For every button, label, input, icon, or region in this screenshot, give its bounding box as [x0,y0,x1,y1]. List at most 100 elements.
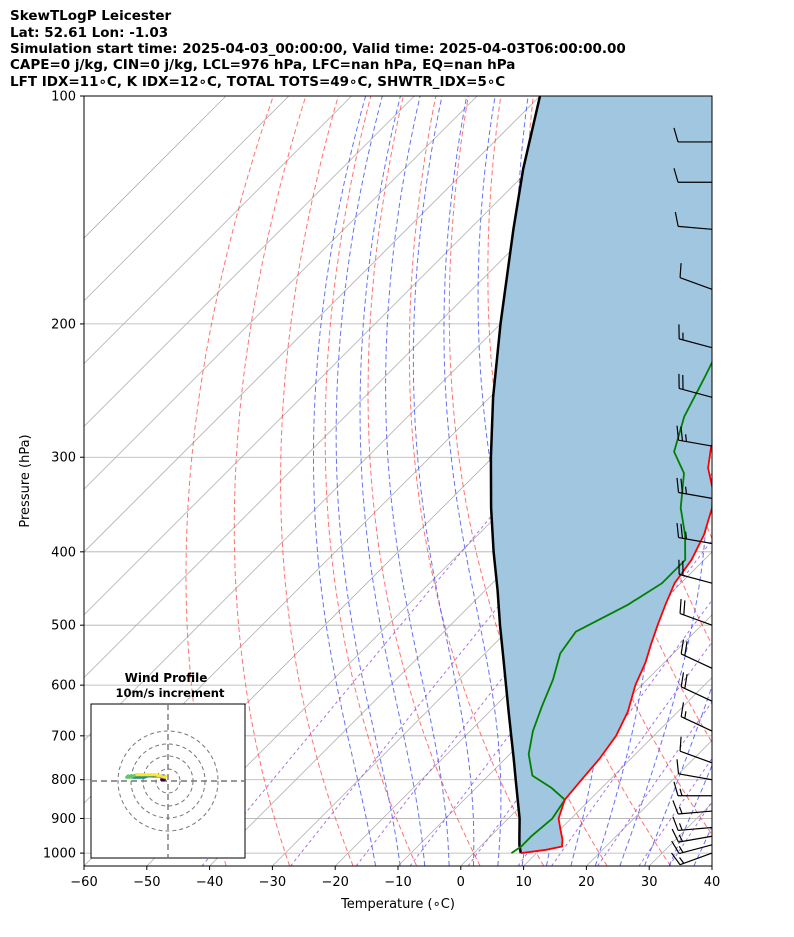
wind-barb [679,598,713,626]
isotherm--150 [84,96,290,302]
wind-barb [679,736,713,764]
hodograph-plot [91,704,245,858]
barb-half-flag [685,531,687,540]
dry-adiabat [408,96,545,866]
barb-half-flag [678,845,684,853]
title-line-3: Simulation start time: 2025-04-03_00:00:… [10,41,626,57]
temperature-line [520,443,712,854]
barb-half-flag [679,788,683,796]
y-axis-ticks: 100 200 300 400 500 600 700 800 900 1000 [43,90,84,862]
moist-adiabat [335,96,401,866]
moist-adiabat [643,684,712,866]
isotherm--110 [84,96,541,553]
y-tick-label: 400 [51,545,76,560]
barb-flag [671,840,680,854]
barb-shaft [679,573,713,584]
x-tick-label: 30 [641,875,658,890]
wind-barb [680,702,713,732]
barb-flag [676,477,680,493]
barb-flag [679,263,682,278]
wind-barb [680,672,713,702]
moist-adiabat [385,96,450,866]
dry-adiabat [761,96,794,866]
moist-adiabat [477,96,532,866]
isotherm-40 [711,865,712,866]
barb-flag [680,478,684,494]
title-line-1: SkewTLogP Leicester [10,8,172,24]
wind-barb [676,759,713,781]
isotherm--120 [84,96,478,490]
isotherm--140 [84,96,352,365]
x-axis-label: Temperature (∘C) [340,897,455,912]
barb-flag [680,639,685,655]
moist-adiabat [359,96,426,866]
hodograph-subtitle: 10m/s increment [116,686,225,700]
isotherm-50 [775,96,794,866]
moist-adiabat [744,96,794,866]
barb-shaft [680,653,713,669]
barb-shaft [678,826,713,832]
barb-half-flag [678,834,683,842]
barb-flag [684,641,688,656]
x-tick-label: 20 [578,875,595,890]
barb-half-flag [684,711,687,719]
y-tick-label: 600 [51,679,76,694]
barb-flag [673,781,679,796]
barb-half-flag [678,806,683,814]
barb-shaft [678,225,713,230]
barb-flag [676,425,680,441]
dry-adiabat [728,96,794,866]
barb-shaft [679,750,713,764]
moist-adiabat [719,96,794,866]
y-tick-label: 1000 [43,847,76,862]
cape-shading [490,96,712,854]
x-tick-label: 0 [457,875,465,890]
title-line-4: CAPE=0 j/kg, CIN=0 j/kg, LCL=976 hPa, LF… [10,57,516,73]
wind-barbs [671,127,713,866]
wind-barb [676,477,713,499]
barb-flag [680,523,684,539]
title-line-2: Lat: 52.61 Lon: -1.03 [10,25,169,41]
hodograph-ring [117,730,219,832]
barb-shaft [679,277,713,290]
barb-shaft [678,773,713,781]
dewpoint-line [510,360,712,854]
barb-flag [680,672,685,687]
parcel-profile-line [489,96,542,854]
y-tick-label: 200 [51,317,76,332]
wind-barb [671,840,713,855]
dry-adiabat [324,96,418,866]
barb-shaft [678,491,713,499]
barb-flag [672,800,679,815]
x-tick-label: −60 [70,875,97,890]
barb-flag [673,127,679,143]
wind-barb [673,168,712,183]
dry-adiabat [280,96,354,866]
barb-shaft [678,537,713,545]
wind-barb [673,781,712,797]
barb-half-flag [679,857,685,864]
barb-shaft [679,844,713,855]
barb-shaft [679,852,713,866]
barb-flag [684,674,688,689]
barb-shaft [679,613,713,626]
wind-barb [672,800,713,815]
mixing-ratio-line [355,413,712,866]
hodograph-segment [162,774,167,779]
dry-adiabat [185,96,274,866]
barb-shaft [678,439,713,447]
barb-flag [679,598,682,614]
barb-flag [676,759,680,774]
x-tick-label: −20 [321,875,348,890]
x-tick-label: −10 [384,875,411,890]
plot-area [84,96,794,866]
dry-adiabat [233,96,307,866]
barb-flag [676,523,680,538]
barb-flag [680,702,685,717]
wind-barb [676,523,713,545]
wind-barb [673,127,712,143]
barb-flag [673,168,679,183]
barb-shaft [680,716,713,732]
barb-shaft [680,686,713,702]
